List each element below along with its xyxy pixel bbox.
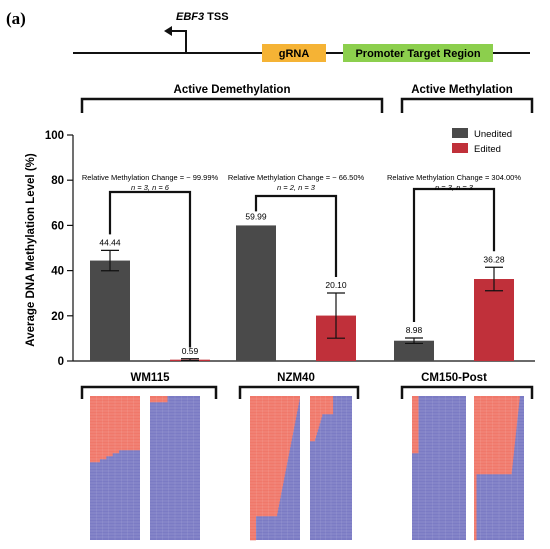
tss-arrow [170, 30, 187, 53]
y-tick-label: 40 [51, 266, 64, 278]
value-label: 8.98 [406, 325, 423, 335]
panel-label: (a) [6, 9, 26, 28]
relative-change-label: Relative Methylation Change = 304.00% [387, 173, 521, 182]
error-bar [181, 358, 199, 362]
methylation-bracket [400, 97, 534, 113]
bars-layer: 44.44 0.59 59.99 20.10 8.98 36.28 [90, 211, 514, 362]
legend-label-edited: Edited [474, 144, 501, 155]
heatmap-nzm40-unedited [250, 396, 300, 541]
value-label: 0.59 [182, 346, 199, 356]
error-bar [101, 249, 119, 272]
category-label: NZM40 [277, 372, 315, 384]
promoter-label: Promoter Target Region [355, 48, 480, 60]
sample-size-label: n = 2, n = 3 [277, 183, 316, 192]
group-brackets: Active Demethylation Active Methylation [80, 84, 534, 113]
error-bar [405, 337, 423, 345]
y-tick-label: 80 [51, 175, 64, 187]
y-tick-label: 100 [45, 130, 64, 142]
value-label: 20.10 [325, 280, 347, 290]
heatmap-nzm40-edited [310, 396, 352, 540]
grna-label: gRNA [279, 48, 310, 60]
comparison-bracket [412, 187, 496, 322]
value-label: 59.99 [245, 211, 267, 221]
y-tick-label: 60 [51, 220, 64, 232]
bar-edited-cm150-post [474, 279, 514, 361]
heatmap-wm115-unedited [90, 396, 140, 540]
promoter-box [343, 44, 493, 62]
legend-swatch-unedited [452, 128, 468, 138]
methylation-label: Active Methylation [411, 84, 513, 96]
value-label: 36.28 [483, 254, 505, 264]
legend-swatch-edited [452, 143, 468, 153]
heatmap-wm115-edited [150, 396, 200, 540]
bar-chart: 0 20 40 60 80 100 Average DNA Methylation Lev… [25, 128, 535, 384]
legend-label-unedited: Unedited [474, 129, 512, 140]
category-labels: WM115 NZM40 CM150-Post [131, 372, 488, 384]
demethylation-bracket [80, 97, 384, 113]
error-bar [485, 266, 503, 292]
bar-unedited-cm150-post [394, 340, 434, 361]
comparison-bracket [254, 194, 338, 277]
demethylation-label: Active Demethylation [174, 84, 291, 96]
y-axis-ticks: 0 20 40 60 80 100 [45, 130, 73, 368]
tss-arrowhead-icon [164, 26, 172, 36]
bar-unedited-wm115 [90, 260, 130, 361]
heatmap-bracket [80, 385, 218, 399]
value-label: 44.44 [99, 237, 121, 247]
methylation-heatmaps [80, 385, 534, 541]
heatmap-cm150-unedited [412, 396, 466, 540]
category-label: WM115 [131, 372, 171, 384]
y-tick-label: 20 [51, 311, 64, 323]
y-tick-label: 0 [58, 356, 64, 368]
annotations-layer: Relative Methylation Change = − 99.99%n … [82, 173, 521, 348]
error-bar [327, 292, 345, 339]
relative-change-label: Relative Methylation Change = − 66.50% [228, 173, 365, 182]
tss-label: EBF3 TSS [176, 11, 229, 23]
sample-size-label: n = 3, n = 3 [435, 183, 474, 192]
relative-change-label: Relative Methylation Change = − 99.99% [82, 173, 219, 182]
gene-construct-diagram: EBF3 TSS gRNA Promoter Target Region [73, 11, 530, 62]
heatmap-bracket [238, 385, 360, 399]
sample-size-label: n = 3, n = 6 [131, 183, 170, 192]
heatmap-bracket [400, 385, 534, 399]
bar-unedited-nzm40 [236, 225, 276, 361]
heatmap-cm150-edited [474, 396, 524, 541]
comparison-bracket [108, 190, 192, 348]
y-axis-label: Average DNA Methylation Level (%) [25, 153, 37, 347]
category-label: CM150-Post [421, 372, 487, 384]
grna-box [262, 44, 326, 62]
legend: Unedited Edited [452, 128, 512, 155]
